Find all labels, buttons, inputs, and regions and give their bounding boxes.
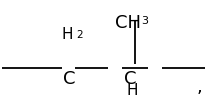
- Text: CH: CH: [115, 14, 141, 32]
- Text: ,: ,: [197, 78, 203, 96]
- Text: H: H: [127, 83, 138, 98]
- Text: H: H: [62, 27, 73, 42]
- Text: C: C: [124, 70, 137, 88]
- Text: 2: 2: [76, 30, 83, 40]
- Text: 3: 3: [141, 16, 148, 26]
- Text: C: C: [63, 70, 76, 88]
